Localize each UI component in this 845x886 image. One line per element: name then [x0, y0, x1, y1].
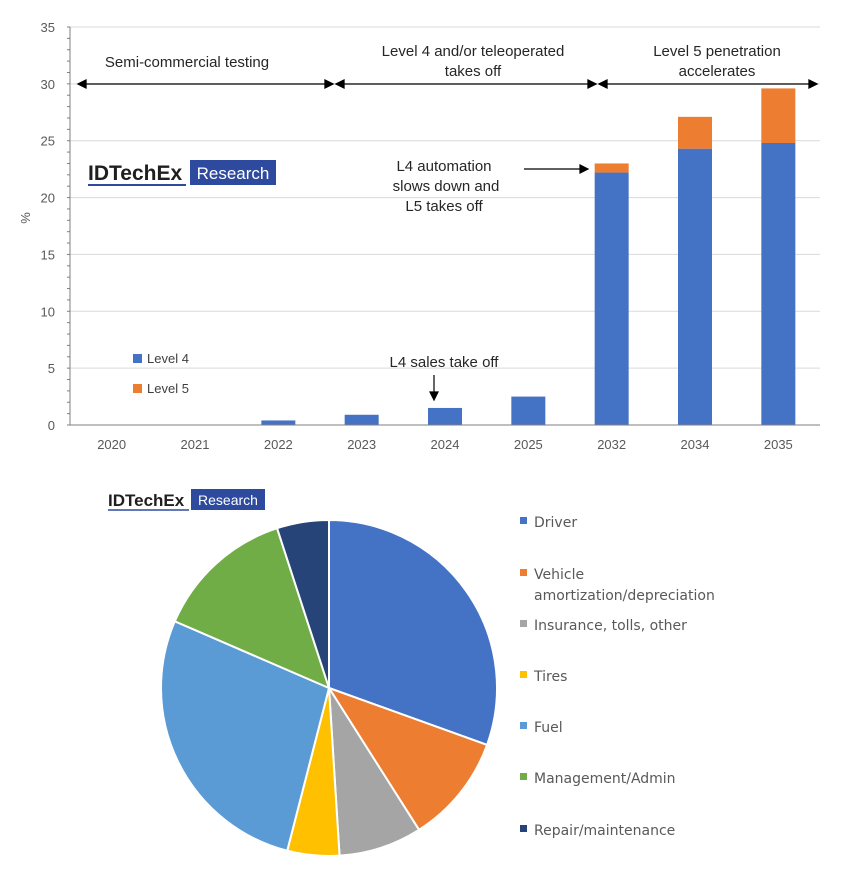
pie-legend-label: Fuel	[534, 720, 563, 736]
pie-slices	[160, 518, 498, 857]
brand-tag: Research	[197, 164, 270, 183]
bar-legend: Level 4 Level 5	[133, 351, 189, 396]
legend-label-level4: Level 4	[147, 351, 189, 366]
pie-slice-insurance-tolls-other	[328, 687, 421, 857]
x-tick-label: 2034	[681, 437, 710, 452]
pie-legend-label: Tires	[533, 669, 567, 685]
x-tick-label: 2024	[431, 437, 460, 452]
phase3-label-line2: accelerates	[679, 63, 756, 80]
pie-legend-label: Vehicle	[534, 567, 584, 583]
bar-chart-x-axis: 2020 2021 2022 2023 2024 2025 2032 2034 2035	[97, 437, 793, 452]
bar-level4-2023	[344, 414, 379, 425]
x-tick-label: 2020	[97, 437, 126, 452]
x-tick-label: 2022	[264, 437, 293, 452]
bar-level4-2035	[761, 142, 796, 425]
legend-swatch-level4	[133, 354, 142, 363]
x-tick-label: 2021	[181, 437, 210, 452]
pie-legend-label: Repair/maintenance	[534, 823, 675, 839]
legend-label-level5: Level 5	[147, 381, 189, 396]
pie-legend: Driver Vehicle amortization/depreciation In…	[520, 515, 715, 839]
pie-legend-swatch	[520, 569, 527, 576]
pie-legend-swatch	[520, 722, 527, 729]
y-tick-label: 15	[41, 247, 55, 262]
brand-logo-bottom: IDTechEx Research	[108, 489, 265, 511]
pie-slice-fuel	[160, 619, 331, 852]
pie-slice-tires	[286, 687, 341, 857]
bar-level4-2024	[428, 407, 462, 425]
y-tick-label: 20	[41, 191, 55, 206]
phase-arrows	[76, 78, 819, 90]
x-tick-label: 2025	[514, 437, 543, 452]
bar-chart-axis-lines	[67, 26, 820, 426]
pie-legend-swatch	[520, 671, 527, 678]
l4-sales-label: L4 sales take off	[390, 354, 500, 371]
y-tick-label: 5	[48, 361, 55, 376]
y-tick-label: 10	[41, 304, 55, 319]
pie-slice-vehicle-amortization-depreciation	[326, 686, 489, 832]
bar-level5-2032	[594, 163, 629, 173]
pie-legend-swatch	[520, 773, 527, 780]
pie-legend-label: Driver	[534, 515, 577, 531]
bar-level5-2035	[761, 88, 796, 143]
pie-legend-swatch	[520, 517, 527, 524]
bar-level4-2034	[678, 148, 712, 425]
l4-slowdown-line3: L5 takes off	[405, 198, 483, 215]
bar-chart-bars	[261, 88, 796, 425]
phase1-label: Semi-commercial testing	[105, 54, 269, 71]
phase2-label-line1: Level 4 and/or teleoperated	[382, 43, 565, 60]
phase2-label-line2: takes off	[445, 63, 502, 80]
pie-slice-driver	[328, 518, 498, 747]
l4-slowdown-arrow	[524, 164, 590, 174]
pie-legend-swatch	[520, 620, 527, 627]
l4-slowdown-line2: slows down and	[393, 178, 500, 195]
y-tick-label: 0	[48, 418, 55, 433]
y-tick-label: 35	[41, 20, 55, 35]
bar-level4-2025	[511, 396, 546, 425]
brand-tag-bottom: Research	[198, 492, 258, 508]
l4-slowdown-line1: L4 automation	[396, 158, 491, 175]
pie-legend-label: Management/Admin	[534, 771, 676, 787]
pie-legend-swatch	[520, 825, 527, 832]
pie-slice-management-admin	[173, 526, 331, 690]
bar-chart-y-axis: 0 5 10 15 20 25 30 35	[41, 20, 55, 433]
pie-legend-label-cont: amortization/depreciation	[534, 588, 715, 604]
brand-name-bottom: IDTechEx	[108, 491, 185, 510]
bar-level4-2032	[594, 172, 629, 425]
bar-level5-2034	[678, 116, 712, 149]
brand-name: IDTechEx	[88, 162, 182, 185]
brand-logo-top: IDTechEx Research	[88, 160, 276, 186]
x-tick-label: 2035	[764, 437, 793, 452]
l4-sales-arrow	[429, 375, 439, 402]
bar-level4-2022	[261, 420, 296, 425]
pie-legend-label: Insurance, tolls, other	[534, 618, 687, 634]
y-tick-label: 30	[41, 77, 55, 92]
y-tick-label: 25	[41, 134, 55, 149]
x-tick-label: 2032	[597, 437, 626, 452]
legend-swatch-level5	[133, 384, 142, 393]
x-tick-label: 2023	[347, 437, 376, 452]
y-axis-label: %	[18, 212, 33, 224]
phase3-label-line1: Level 5 penetration	[653, 43, 781, 60]
pie-slice-repair-maintenance	[275, 518, 330, 689]
